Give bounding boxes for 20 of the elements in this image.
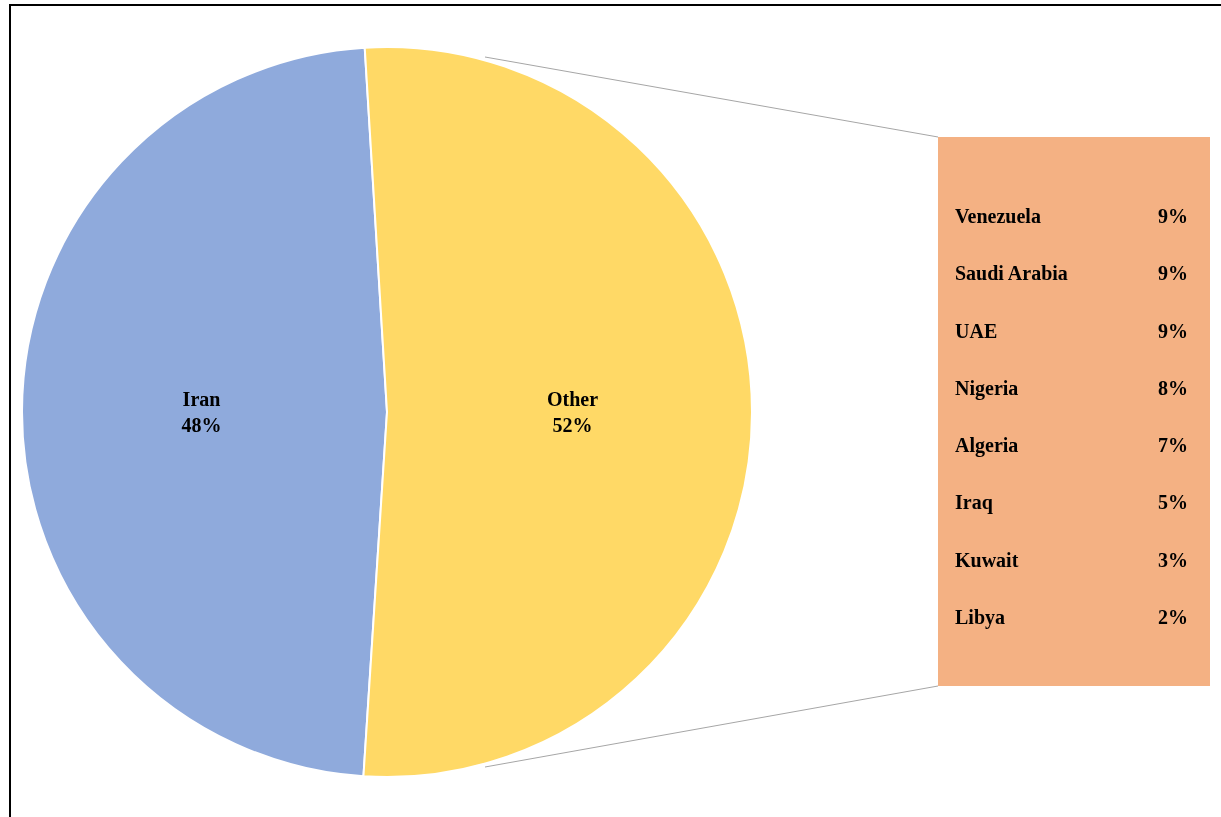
category-label: Venezuela	[955, 205, 1041, 228]
data-label: 9%	[1158, 319, 1188, 343]
data-label: 3%	[1158, 548, 1188, 572]
data-label: 52%	[552, 414, 593, 437]
data-label: 48%	[181, 413, 222, 436]
data-label: 7%	[1158, 434, 1188, 458]
data-label: 9%	[1158, 205, 1188, 228]
slice-label: Iran	[182, 387, 221, 410]
category-label: UAE	[955, 319, 998, 343]
data-label: 8%	[1158, 376, 1188, 400]
data-label: 5%	[1158, 491, 1188, 515]
category-label: Saudi Arabia	[955, 262, 1068, 286]
slice-label: Other	[546, 388, 599, 411]
category-label: Iraq	[955, 491, 993, 515]
data-label: 2%	[1158, 606, 1188, 630]
category-label: Nigeria	[955, 376, 1019, 400]
category-label: Libya	[955, 606, 1006, 630]
data-label: 9%	[1158, 262, 1188, 286]
category-label: Kuwait	[955, 548, 1019, 572]
category-label: Algeria	[955, 434, 1019, 458]
